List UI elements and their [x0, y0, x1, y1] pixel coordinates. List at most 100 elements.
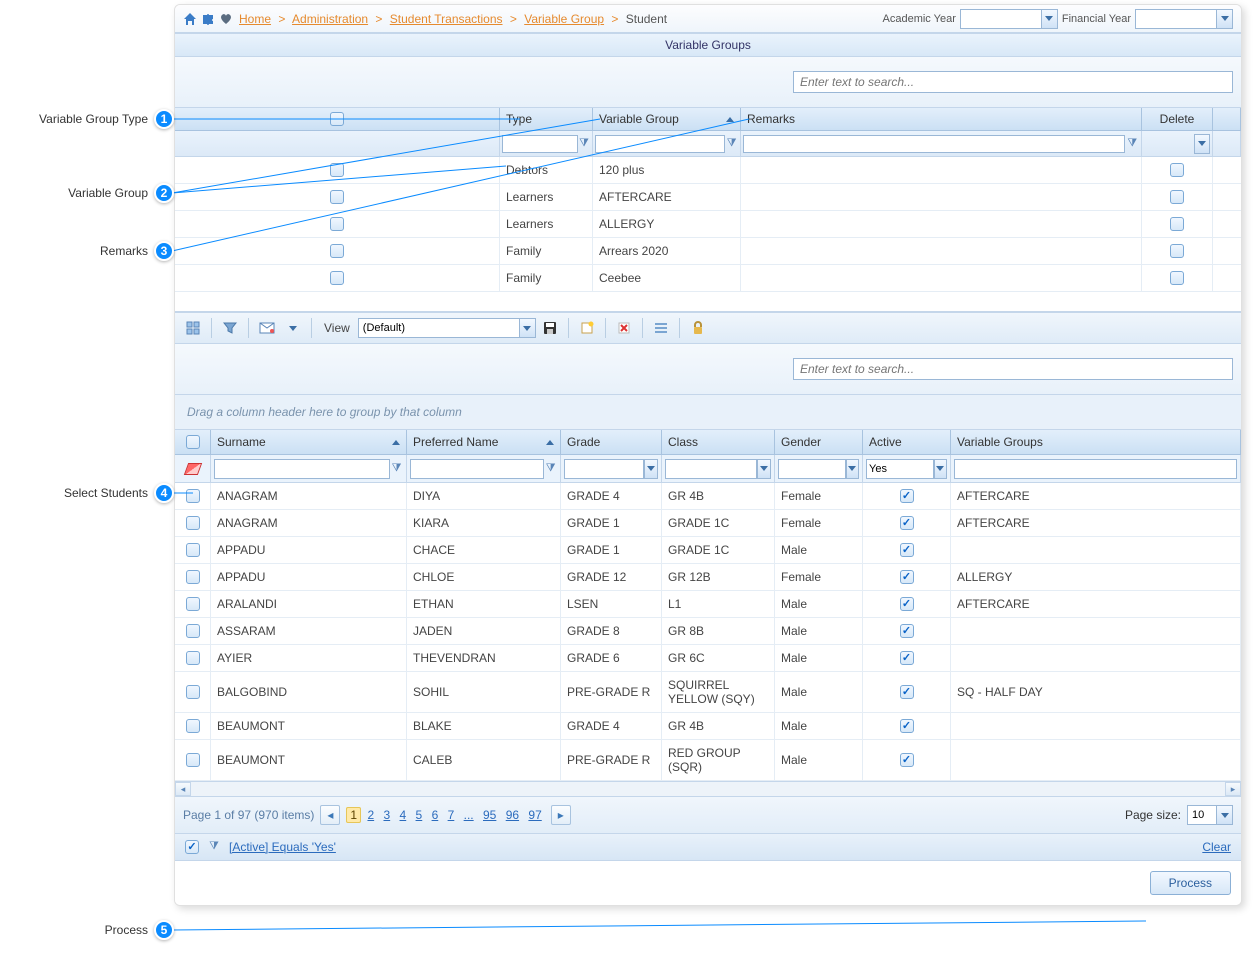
page-link[interactable]: 4 — [397, 808, 410, 822]
table-row[interactable]: BEAUMONTBLAKEGRADE 4GR 4BMale — [175, 713, 1241, 740]
view-select[interactable] — [358, 318, 536, 338]
table-row[interactable]: ANAGRAMKIARAGRADE 1GRADE 1CFemaleAFTERCA… — [175, 510, 1241, 537]
st-filter-vgs[interactable] — [954, 459, 1237, 479]
st-filter-grade[interactable] — [564, 459, 644, 479]
page-size-select[interactable] — [1187, 805, 1233, 825]
vg-filter-remarks[interactable] — [743, 135, 1125, 153]
st-header-active[interactable]: Active — [863, 430, 951, 454]
delete-checkbox[interactable] — [1170, 190, 1184, 204]
active-checkbox[interactable] — [900, 753, 914, 767]
table-row[interactable]: FamilyArrears 2020 — [175, 238, 1241, 265]
filter-icon[interactable]: ⧩ — [207, 840, 221, 854]
filter-icon[interactable]: ⧩ — [390, 462, 403, 476]
active-checkbox[interactable] — [900, 719, 914, 733]
active-checkbox[interactable] — [900, 685, 914, 699]
active-checkbox[interactable] — [900, 651, 914, 665]
table-row[interactable]: AYIERTHEVENDRANGRADE 6GR 6CMale — [175, 645, 1241, 672]
delete-checkbox[interactable] — [1170, 163, 1184, 177]
filter-checkbox[interactable] — [185, 840, 199, 854]
st-header-gender[interactable]: Gender — [775, 430, 863, 454]
group-panel[interactable]: Drag a column header here to group by th… — [175, 395, 1241, 430]
column-chooser-icon[interactable] — [181, 317, 205, 339]
filter-icon[interactable] — [218, 317, 242, 339]
row-checkbox[interactable] — [186, 597, 200, 611]
table-row[interactable]: ASSARAMJADENGRADE 8GR 8BMale — [175, 618, 1241, 645]
row-checkbox[interactable] — [186, 489, 200, 503]
page-link[interactable]: 97 — [525, 808, 544, 822]
row-checkbox[interactable] — [330, 271, 344, 285]
vg-filter-delete-dd[interactable] — [1194, 134, 1210, 154]
filter-icon[interactable]: ⧩ — [544, 462, 557, 476]
st-header-vgs[interactable]: Variable Groups — [951, 430, 1241, 454]
active-checkbox[interactable] — [900, 516, 914, 530]
filter-icon[interactable]: ⧩ — [1125, 137, 1139, 151]
row-checkbox[interactable] — [186, 685, 200, 699]
table-row[interactable]: ANAGRAMDIYAGRADE 4GR 4BFemaleAFTERCARE — [175, 483, 1241, 510]
st-filter-gender[interactable] — [778, 459, 846, 479]
row-checkbox[interactable] — [186, 516, 200, 530]
view-input[interactable] — [359, 319, 519, 337]
financial-year-input[interactable] — [1136, 10, 1216, 28]
vg-header-vg[interactable]: Variable Group — [593, 108, 741, 130]
clear-filter-icon[interactable] — [183, 463, 201, 475]
filter-icon[interactable]: ⧩ — [725, 137, 738, 151]
table-row[interactable]: LearnersAFTERCARE — [175, 184, 1241, 211]
academic-year-input[interactable] — [961, 10, 1041, 28]
process-button[interactable]: Process — [1150, 871, 1231, 895]
table-row[interactable]: LearnersALLERGY — [175, 211, 1241, 238]
breadcrumb-home[interactable]: Home — [239, 12, 271, 26]
lock-icon[interactable] — [686, 317, 710, 339]
list-icon[interactable] — [649, 317, 673, 339]
row-checkbox[interactable] — [330, 217, 344, 231]
active-checkbox[interactable] — [900, 624, 914, 638]
page-link[interactable]: 96 — [503, 808, 522, 822]
st-filter-class[interactable] — [665, 459, 757, 479]
active-checkbox[interactable] — [900, 489, 914, 503]
page-size-input[interactable] — [1188, 806, 1216, 824]
search-input-2[interactable] — [793, 358, 1233, 380]
vg-header-type[interactable]: Type — [500, 108, 593, 130]
row-checkbox[interactable] — [186, 570, 200, 584]
row-checkbox[interactable] — [186, 543, 200, 557]
vg-filter-vg[interactable] — [595, 135, 725, 153]
page-link[interactable]: 5 — [413, 808, 426, 822]
table-row[interactable]: BEAUMONTCALEBPRE-GRADE RRED GROUP (SQR)M… — [175, 740, 1241, 781]
pager-next[interactable]: ▸ — [551, 805, 571, 825]
breadcrumb-st[interactable]: Student Transactions — [390, 12, 503, 26]
table-row[interactable]: APPADUCHACEGRADE 1GRADE 1CMale — [175, 537, 1241, 564]
heart-icon[interactable] — [219, 12, 233, 26]
delete-checkbox[interactable] — [1170, 244, 1184, 258]
mail-icon[interactable] — [255, 317, 279, 339]
row-checkbox[interactable] — [330, 244, 344, 258]
page-link[interactable]: 7 — [445, 808, 458, 822]
new-icon[interactable] — [575, 317, 599, 339]
st-filter-surname[interactable] — [214, 459, 390, 479]
row-checkbox[interactable] — [186, 719, 200, 733]
filter-clear[interactable]: Clear — [1202, 840, 1231, 854]
active-checkbox[interactable] — [900, 570, 914, 584]
st-header-preferred[interactable]: Preferred Name — [407, 430, 561, 454]
table-row[interactable]: APPADUCHLOEGRADE 12GR 12BFemaleALLERGY — [175, 564, 1241, 591]
pager-prev[interactable]: ◂ — [320, 805, 340, 825]
row-checkbox[interactable] — [186, 753, 200, 767]
page-link[interactable]: 1 — [346, 807, 361, 823]
vg-header-remarks[interactable]: Remarks — [741, 108, 1142, 130]
breadcrumb-vg[interactable]: Variable Group — [524, 12, 604, 26]
row-checkbox[interactable] — [186, 651, 200, 665]
row-checkbox[interactable] — [186, 624, 200, 638]
delete-icon[interactable] — [612, 317, 636, 339]
page-link[interactable]: 6 — [429, 808, 442, 822]
vg-header-delete[interactable]: Delete — [1142, 108, 1213, 130]
active-checkbox[interactable] — [900, 597, 914, 611]
page-link[interactable]: 2 — [364, 808, 377, 822]
mail-dropdown-icon[interactable] — [281, 317, 305, 339]
row-checkbox[interactable] — [330, 190, 344, 204]
table-row[interactable]: BALGOBINDSOHILPRE-GRADE RSQUIRREL YELLOW… — [175, 672, 1241, 713]
vg-filter-type[interactable] — [502, 135, 578, 153]
filter-text[interactable]: [Active] Equals 'Yes' — [229, 840, 336, 854]
row-checkbox[interactable] — [330, 163, 344, 177]
table-row[interactable]: FamilyCeebee — [175, 265, 1241, 292]
st-header-surname[interactable]: Surname — [211, 430, 407, 454]
st-filter-preferred[interactable] — [410, 459, 544, 479]
active-checkbox[interactable] — [900, 543, 914, 557]
